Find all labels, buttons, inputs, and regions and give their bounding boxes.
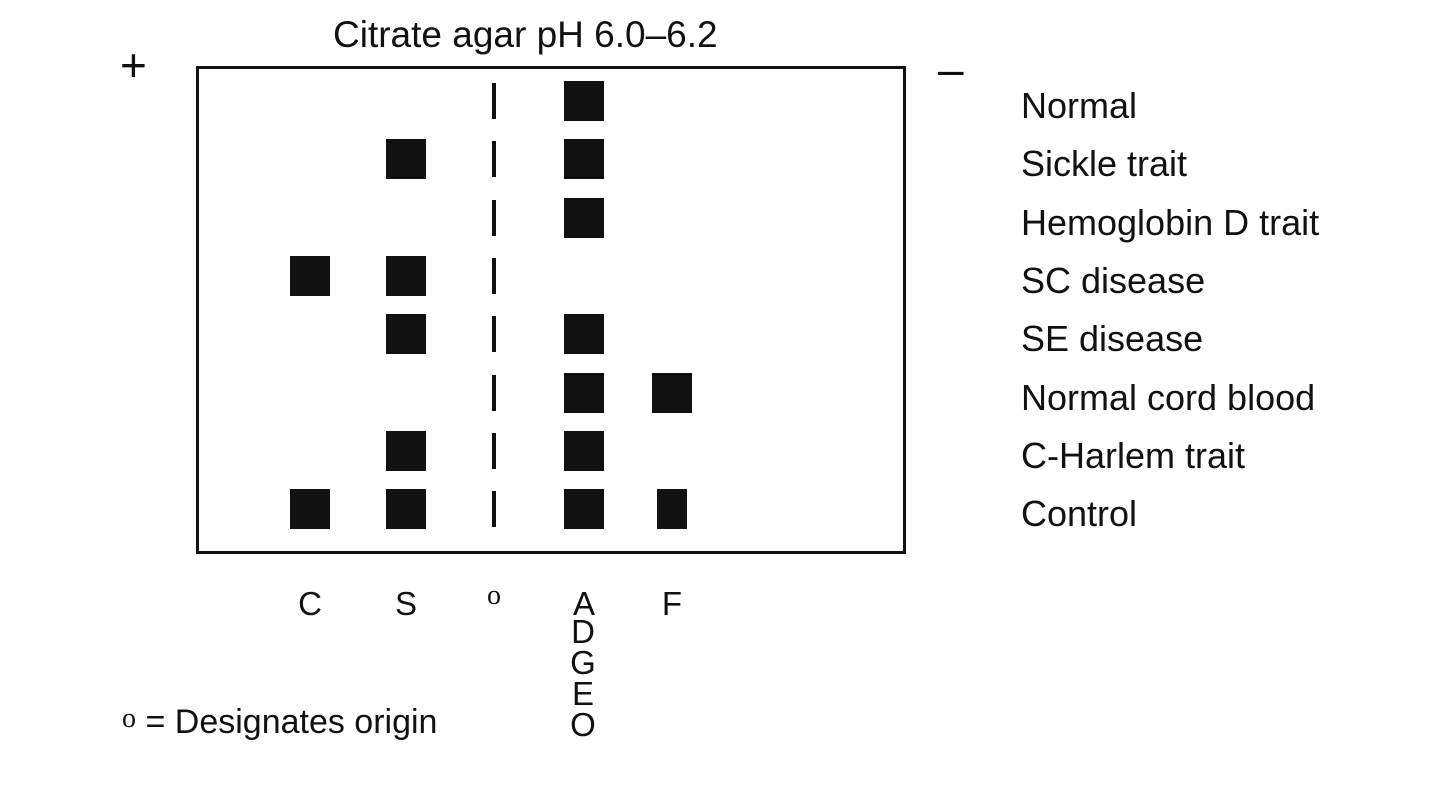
- band-s: [386, 139, 426, 180]
- band-c: [290, 489, 330, 530]
- row-label: Normal cord blood: [1021, 376, 1316, 418]
- origin-dash: [492, 316, 496, 353]
- band-f: [657, 489, 687, 530]
- row-label: SE disease: [1021, 318, 1204, 360]
- comigrating-hb-letter: O: [570, 706, 596, 743]
- comigrating-hb-letter: D: [571, 613, 595, 650]
- diagram-title: Citrate agar pH 6.0–6.2: [333, 14, 718, 55]
- legend-text: Designates origin: [174, 703, 438, 741]
- row-label: Sickle trait: [1021, 143, 1188, 185]
- origin-dash: [492, 491, 496, 528]
- band-a: [564, 81, 604, 121]
- band-s: [386, 255, 426, 296]
- band-a: [564, 197, 604, 238]
- row-label: Hemoglobin D trait: [1021, 201, 1320, 243]
- origin-dash: [492, 83, 496, 119]
- lane-label-f: F: [661, 585, 683, 622]
- origin-dash: [492, 141, 496, 178]
- legend-origin-symbol: o: [122, 703, 136, 734]
- band-a: [564, 314, 604, 355]
- anode-plus-sign: +: [120, 39, 147, 91]
- origin-dash: [492, 199, 496, 236]
- band-c: [290, 255, 330, 296]
- band-a: [564, 139, 604, 180]
- band-a: [564, 372, 604, 413]
- band-s: [386, 489, 426, 530]
- band-f: [652, 372, 692, 413]
- origin-dash: [492, 257, 496, 294]
- band-a: [564, 489, 604, 530]
- row-label: SC disease: [1021, 259, 1206, 301]
- lane-label-a: A: [572, 585, 595, 622]
- lane-label-o: o: [487, 580, 501, 611]
- band-s: [386, 430, 426, 471]
- cathode-minus-sign: –: [938, 43, 964, 95]
- band-s: [386, 314, 426, 355]
- row-label: C-Harlem trait: [1021, 434, 1246, 476]
- row-label: Normal: [1021, 85, 1138, 126]
- row-label: Control: [1021, 493, 1138, 535]
- lane-label-s: S: [394, 585, 417, 622]
- legend-equals: =: [145, 703, 166, 741]
- electrophoresis-gel-frame: [196, 66, 906, 554]
- comigrating-hb-letter: G: [570, 644, 596, 681]
- origin-dash: [492, 374, 496, 411]
- origin-legend: o = Designates origin: [122, 703, 437, 742]
- lane-label-c: C: [298, 585, 322, 622]
- comigrating-hb-letter: E: [571, 675, 594, 712]
- band-a: [564, 430, 604, 471]
- origin-dash: [492, 432, 496, 469]
